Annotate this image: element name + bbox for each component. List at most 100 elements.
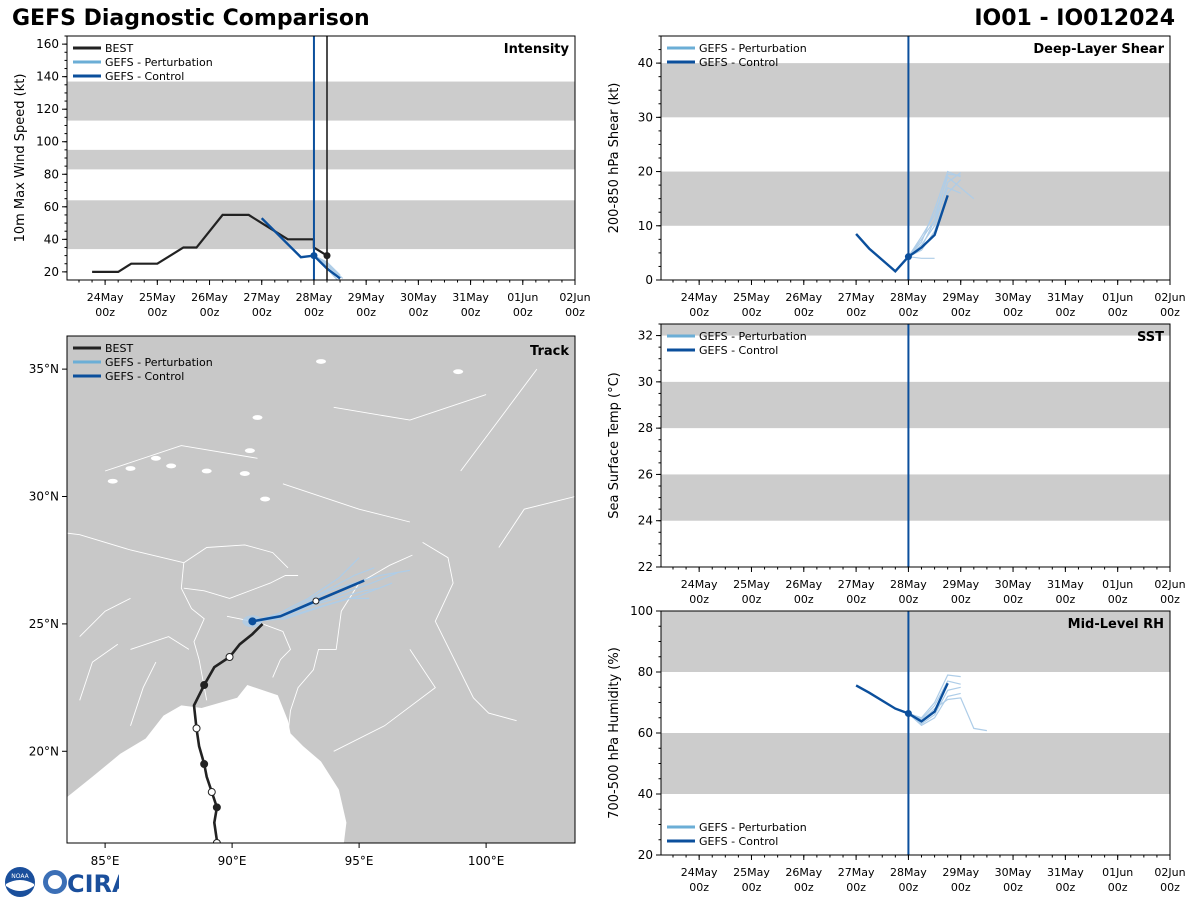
perturbation-line bbox=[907, 175, 975, 258]
y-tick-label: 20 bbox=[638, 165, 653, 179]
best-marker bbox=[323, 252, 331, 260]
x-tick-label: 00z bbox=[565, 306, 585, 319]
x-tick-label: 30May bbox=[400, 291, 437, 304]
x-tick-label: 00z bbox=[1055, 881, 1075, 894]
y-tick-label: 60 bbox=[44, 200, 59, 214]
legend-label: GEFS - Control bbox=[699, 56, 778, 69]
x-tick-label: 00z bbox=[794, 593, 814, 606]
shaded-band bbox=[661, 63, 1170, 118]
x-tick-label: 00z bbox=[1160, 593, 1180, 606]
y-tick-label: 30 bbox=[638, 110, 653, 124]
border-line bbox=[79, 597, 131, 637]
control-marker bbox=[904, 253, 912, 261]
x-tick-label: 25May bbox=[733, 578, 770, 591]
x-tick-label: 01Jun bbox=[507, 291, 538, 304]
shaded-band bbox=[661, 611, 1170, 672]
sst-chart: 22 24 26 28 30 32 24May 00z 25May 00z 26May 00z 27Ma… bbox=[607, 323, 1186, 606]
lake bbox=[260, 496, 271, 502]
x-tick-label: 00z bbox=[742, 593, 762, 606]
noaa-emblem-text: NOAA bbox=[11, 873, 29, 880]
lon-tick-label: 95°E bbox=[345, 854, 374, 868]
legend-label: GEFS - Perturbation bbox=[699, 330, 807, 343]
x-tick-label: 26May bbox=[191, 291, 228, 304]
x-tick-label: 26May bbox=[785, 291, 822, 304]
x-tick-label: 25May bbox=[139, 291, 176, 304]
legend-label: GEFS - Perturbation bbox=[699, 42, 807, 55]
track-plot-area bbox=[67, 336, 575, 843]
shaded-band bbox=[67, 149, 575, 170]
x-tick-label: 27May bbox=[838, 291, 875, 304]
y-tick-label: 20 bbox=[638, 848, 653, 862]
x-tick-label: 00z bbox=[1108, 306, 1128, 319]
shaded-band bbox=[661, 324, 1170, 336]
rh-ylabel: 700-500 hPa Humidity (%) bbox=[607, 647, 622, 819]
lake bbox=[150, 455, 161, 461]
x-tick-label: 00z bbox=[513, 306, 533, 319]
rh-plot-area bbox=[661, 611, 1170, 855]
x-tick-label: 00z bbox=[794, 306, 814, 319]
shaded-band bbox=[661, 381, 1170, 429]
cira-logo: NOAA CIRA bbox=[4, 866, 119, 898]
y-tick-label: 160 bbox=[36, 37, 59, 51]
x-tick-label: 00z bbox=[846, 881, 866, 894]
shaded-band bbox=[67, 81, 575, 121]
y-tick-label: 22 bbox=[638, 560, 653, 574]
shear-title: Deep-Layer Shear bbox=[1033, 42, 1164, 57]
x-tick-label: 31May bbox=[1047, 578, 1084, 591]
sst-frame bbox=[660, 323, 1171, 568]
x-tick-label: 24May bbox=[681, 578, 718, 591]
y-tick-label: 100 bbox=[36, 135, 59, 149]
intensity-ylabel: 10m Max Wind Speed (kt) bbox=[13, 74, 28, 243]
x-tick-label: 00z bbox=[899, 881, 919, 894]
control-marker bbox=[904, 709, 912, 717]
sst-plot-area bbox=[661, 324, 1170, 567]
lake bbox=[244, 448, 255, 454]
lake bbox=[107, 478, 118, 484]
y-tick-label: 140 bbox=[36, 70, 59, 84]
x-tick-label: 25May bbox=[733, 866, 770, 879]
legend-label: BEST bbox=[105, 42, 133, 55]
x-tick-label: 28May bbox=[890, 866, 927, 879]
x-tick-label: 30May bbox=[995, 291, 1032, 304]
y-tick-label: 28 bbox=[638, 421, 653, 435]
border-line bbox=[130, 661, 157, 726]
lake bbox=[201, 468, 212, 474]
x-tick-label: 00z bbox=[1003, 306, 1023, 319]
y-tick-label: 30 bbox=[638, 375, 653, 389]
x-tick-label: 26May bbox=[785, 578, 822, 591]
x-tick-label: 27May bbox=[838, 866, 875, 879]
intensity-title: Intensity bbox=[504, 42, 570, 57]
y-tick-label: 60 bbox=[638, 726, 653, 740]
y-tick-label: 10 bbox=[638, 219, 653, 233]
x-tick-label: 31May bbox=[1047, 866, 1084, 879]
shaded-band bbox=[661, 733, 1170, 794]
x-tick-label: 00z bbox=[1055, 593, 1075, 606]
x-tick-label: 28May bbox=[890, 578, 927, 591]
perturbation-track bbox=[252, 557, 360, 622]
x-tick-label: 00z bbox=[304, 306, 324, 319]
shear-ylabel: 200-850 hPa Shear (kt) bbox=[607, 83, 622, 234]
perturbation-track bbox=[252, 597, 370, 622]
x-tick-label: 01Jun bbox=[1102, 866, 1133, 879]
x-tick-label: 24May bbox=[87, 291, 124, 304]
y-tick-label: 20 bbox=[44, 265, 59, 279]
x-tick-label: 00z bbox=[689, 881, 709, 894]
x-tick-label: 00z bbox=[742, 881, 762, 894]
x-tick-label: 24May bbox=[681, 291, 718, 304]
x-tick-label: 31May bbox=[1047, 291, 1084, 304]
y-tick-label: 40 bbox=[638, 56, 653, 70]
x-tick-label: 00z bbox=[1108, 593, 1128, 606]
x-tick-label: 01Jun bbox=[1102, 291, 1133, 304]
y-tick-label: 32 bbox=[638, 329, 653, 343]
best-track-point bbox=[200, 681, 209, 690]
perturbation-line bbox=[908, 686, 961, 725]
legend-label: GEFS - Perturbation bbox=[105, 356, 213, 369]
perturbation-line bbox=[908, 697, 987, 732]
x-tick-label: 00z bbox=[951, 593, 971, 606]
best-track-point bbox=[212, 839, 221, 843]
border-line bbox=[180, 562, 208, 701]
x-tick-label: 00z bbox=[689, 593, 709, 606]
perturbation-line bbox=[908, 256, 935, 259]
shear-plot-area bbox=[661, 36, 1170, 280]
